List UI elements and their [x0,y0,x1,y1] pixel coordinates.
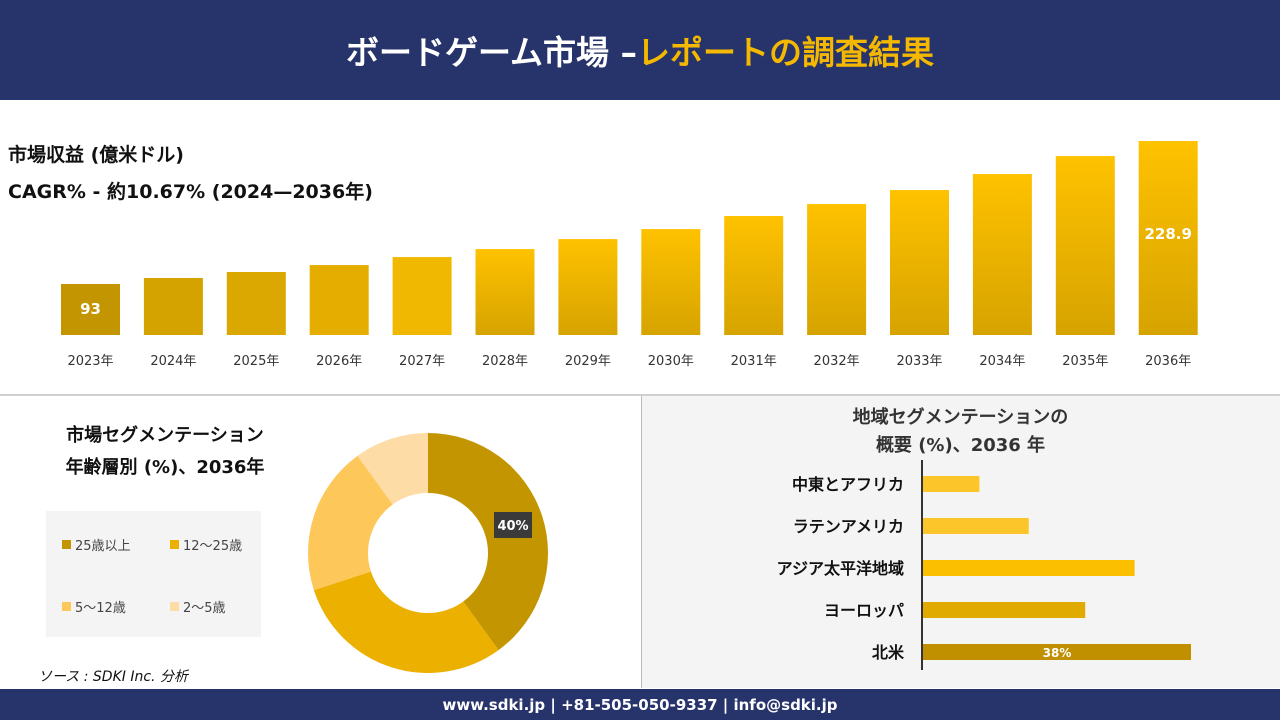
region-bar [923,518,1029,534]
donut-slice [428,433,548,651]
revenue-bar [309,265,369,335]
data-label: 40% [497,519,528,534]
x-tick-label: 2033年 [896,354,942,369]
donut-slice [357,433,428,505]
source-note: ソース : SDKI Inc. 分析 [38,669,188,685]
region-title-line2: 概要 (%)、2036 年 [875,435,1046,456]
x-tick-label: 2024年 [150,354,196,369]
revenue-bar [972,174,1032,335]
age-segment-title: 市場セグメンテーション 年齢層別 (%)、2036年 [20,420,540,484]
y-tick-label: ヨーロッパ [824,601,904,620]
region-bar [923,602,1086,618]
age-legend: 25歳以上 12〜25歳 5〜12歳 2〜5歳 [46,511,261,637]
age-title-line1: 市場セグメンテーション [66,425,264,446]
revenue-bar [61,284,120,335]
data-label: 38% [1043,646,1072,660]
x-tick-label: 2028年 [482,354,528,369]
revenue-bar [226,272,286,335]
legend-label: 25歳以上 [75,539,131,554]
region-bar [923,476,980,492]
revenue-bar [1138,141,1198,335]
revenue-bar [807,204,867,335]
revenue-bar [641,229,701,335]
revenue-bar [1055,156,1115,335]
region-panel [641,396,1280,688]
x-tick-label: 2023年 [67,354,113,369]
section-divider [0,394,1280,396]
revenue-bar [558,239,618,335]
y-tick-label: 北米 [872,643,905,662]
x-tick-label: 2025年 [233,354,279,369]
revenue-title: 市場収益 (億米ドル) [8,144,184,166]
region-title: 地域セグメンテーションの 概要 (%)、2036 年 [641,404,1280,460]
legend-item: 5〜12歳 [62,597,126,616]
age-title-line2: 年齢層別 (%)、2036年 [65,457,265,478]
title-accent: レポートの調査結果 [637,33,934,72]
revenue-bar [143,278,203,335]
legend-swatch [170,540,179,549]
revenue-bar-chart: 2023年 93 2024年 2025年 2026年 2027年 2028年 2029年 203… [61,141,1198,369]
header-banner: ボードゲーム市場 – レポートの調査結果 [0,0,1280,100]
revenue-bar [475,249,535,335]
x-tick-label: 2034年 [979,354,1025,369]
legend-swatch [62,602,71,611]
region-bar [923,560,1135,576]
x-tick-label: 2027年 [399,354,445,369]
revenue-bar [724,216,784,335]
data-label: 228.9 [1144,225,1191,243]
legend-item: 12〜25歳 [170,535,242,554]
x-tick-label: 2035年 [1062,354,1108,369]
region-title-line1: 地域セグメンテーションの [852,407,1069,428]
y-tick-label: ラテンアメリカ [793,517,904,536]
y-tick-label: アジア太平洋地域 [777,559,904,578]
data-label: 93 [80,300,101,318]
legend-label: 12〜25歳 [183,539,243,554]
footer-contact: www.sdki.jp | +81-505-050-9337 | info@sd… [0,689,1280,720]
legend-item: 2〜5歳 [170,597,226,616]
donut-slice [308,455,393,591]
legend-label: 5〜12歳 [75,601,126,616]
x-tick-label: 2036年 [1145,354,1191,369]
legend-swatch [62,540,71,549]
revenue-bar [392,257,452,335]
data-label-box [494,512,532,538]
title-main: ボードゲーム市場 – [346,33,637,72]
donut-slice [313,571,499,673]
x-tick-label: 2031年 [731,354,777,369]
x-tick-label: 2029年 [565,354,611,369]
x-tick-label: 2026年 [316,354,362,369]
y-tick-label: 中東とアフリカ [792,475,904,494]
x-tick-label: 2032年 [814,354,860,369]
region-bar [923,644,1191,660]
revenue-bar [890,190,949,335]
legend-swatch [170,602,179,611]
revenue-cagr: CAGR% - 約10.67% (2024—2036年) [8,181,373,203]
x-tick-label: 2030年 [648,354,694,369]
legend-item: 25歳以上 [62,535,131,554]
age-donut-chart: 40% [308,433,548,673]
legend-label: 2〜5歳 [183,601,226,616]
